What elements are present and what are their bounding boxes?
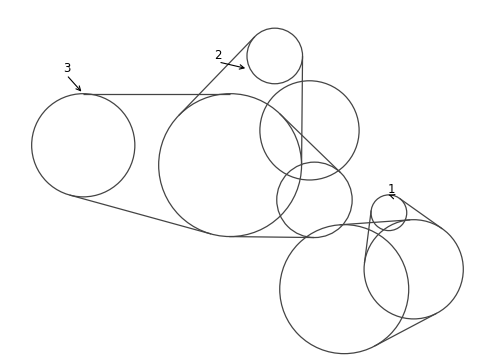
Text: 3: 3 xyxy=(62,62,70,75)
Text: 1: 1 xyxy=(387,184,395,197)
Text: 2: 2 xyxy=(214,49,222,63)
